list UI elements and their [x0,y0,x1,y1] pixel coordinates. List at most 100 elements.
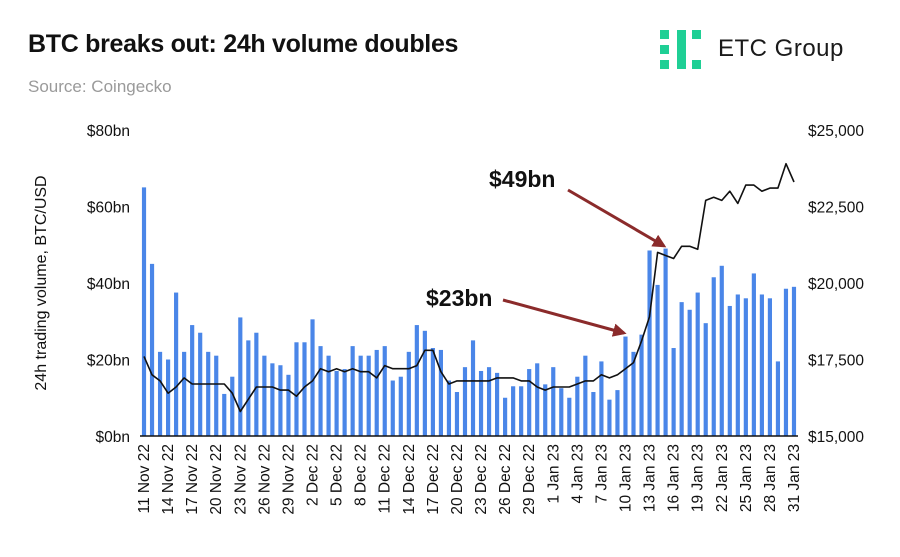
volume-bar [165,359,171,436]
volume-bar [503,397,508,436]
volume-bar [783,288,789,436]
volume-bar [519,386,524,436]
volume-bar [775,361,781,436]
y-right-tick-label: $20,000 [808,276,864,293]
volume-bar [583,355,588,436]
volume-bar [358,355,363,436]
volume-bar [174,292,179,436]
volume-bar [222,393,227,436]
volume-bar [262,355,267,436]
volume-bar [543,384,548,436]
volume-bar [687,309,692,436]
volume-bar [751,273,756,436]
volume-bar [398,376,403,436]
volume-bar [302,342,307,436]
price-line-series [143,162,795,413]
volume-bar [591,392,596,436]
y-left-tick-label: $0bn [96,429,130,446]
volume-bar [214,355,219,436]
source-note: Source: Coingecko [28,77,172,96]
volume-bar [230,376,235,436]
volume-bar [647,250,652,436]
volume-bar [446,380,452,436]
volume-bar [190,325,195,436]
x-tick-label: 10 Jan 23 [617,444,634,512]
volume-bar [141,187,147,436]
volume-bar [639,334,644,436]
volume-bar [599,361,604,436]
x-tick-label: 1 Jan 23 [545,444,562,503]
x-tick-label: 20 Nov 22 [208,444,225,515]
volume-bar [615,390,620,436]
volume-bar [246,340,251,436]
volume-bar [719,265,724,436]
volume-bar [759,294,764,436]
volume-bar [270,363,275,436]
x-tick-label: 25 Jan 23 [738,444,755,512]
x-tick-label: 7 Jan 23 [593,444,610,503]
x-tick-label: 29 Nov 22 [280,444,297,515]
volume-bar [743,298,748,436]
volume-bar [422,330,427,436]
x-tick-label: 16 Jan 23 [666,444,683,512]
y-left-tick-label: $20bn [87,353,130,370]
etc-group-logo: ETC Group [658,28,878,72]
volume-bar [438,349,444,436]
volume-bar [486,367,492,436]
annotations: $49bn $23bn [426,166,667,337]
x-tick-label: 22 Jan 23 [714,444,731,512]
x-tick-label: 17 Dec 22 [425,444,442,515]
volume-bar [374,349,379,436]
x-tick-label: 26 Nov 22 [256,444,273,515]
volume-bar [238,317,243,436]
volume-bar [310,319,315,436]
x-tick-label: 2 Dec 22 [305,444,322,506]
chart-title: BTC breaks out: 24h volume doubles [28,30,459,58]
volume-bar [727,305,732,436]
volume-bar [623,336,628,436]
volume-bar [767,298,773,436]
x-tick-label: 17 Nov 22 [184,444,201,515]
volume-bar [366,355,371,436]
x-tick-label: 20 Dec 22 [449,444,466,515]
volume-bar [575,376,580,436]
x-tick-label: 11 Dec 22 [377,444,394,514]
x-tick-label: 23 Dec 22 [473,444,490,515]
volume-bar [350,346,355,436]
volume-bar [551,367,556,436]
volume-bar [462,367,468,436]
x-tick-label: 19 Jan 23 [690,444,707,512]
volume-bar [607,399,612,436]
x-tick-label: 14 Nov 22 [160,444,177,515]
logo-mark-icon [660,30,701,69]
volume-bar [390,380,395,436]
x-tick-label: 5 Dec 22 [329,444,346,506]
volume-bar [527,369,532,436]
volume-bar [478,370,484,436]
volume-bar [294,342,299,436]
x-tick-label: 4 Jan 23 [569,444,586,503]
x-tick-label: 26 Dec 22 [497,444,514,515]
volume-bar [382,346,387,436]
volume-bar [278,365,283,436]
y-axis-label: 24h trading volume, BTC/USD [33,175,50,390]
x-tick-label: 31 Jan 23 [786,444,803,512]
volume-bar [470,340,476,436]
volume-bar [326,355,331,436]
volume-bar [703,323,708,436]
x-tick-label: 8 Dec 22 [353,444,370,506]
volume-bar [318,346,323,436]
x-axis-ticks: 11 Nov 22 14 Nov 22 17 Nov 22 20 Nov 22 23 N… [136,444,803,515]
volume-bar [559,388,564,436]
bar-series [141,187,797,436]
volume-bar [663,248,668,436]
volume-bar [511,386,516,436]
y-axis-left: $0bn $20bn $40bn $60bn $80bn [87,123,130,446]
x-tick-label: 14 Dec 22 [401,444,418,515]
y-left-tick-label: $80bn [87,123,130,140]
x-tick-label: 28 Jan 23 [762,444,779,512]
volume-bar [182,351,187,436]
volume-bar [535,363,540,436]
volume-bar [414,325,419,436]
